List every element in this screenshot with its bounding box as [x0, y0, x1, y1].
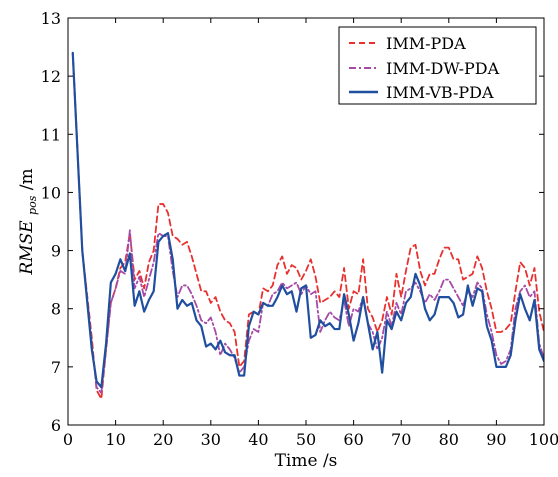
legend-label-imm-vb-pda: IMM-VB-PDA — [386, 83, 494, 102]
y-tick-label: 9 — [51, 242, 61, 261]
legend-label-imm-pda: IMM-PDA — [386, 34, 466, 53]
x-tick-label: 50 — [296, 430, 316, 449]
y-tick-label: 12 — [41, 67, 61, 86]
series-line-imm-vb-pda — [71, 51, 544, 389]
x-tick-label: 30 — [201, 430, 221, 449]
legend: IMM-PDA IMM-DW-PDA IMM-VB-PDA — [338, 26, 537, 105]
x-tick-label: 80 — [439, 430, 459, 449]
x-tick-label: 60 — [343, 430, 363, 449]
y-axis-title-main: RMSE — [17, 220, 37, 276]
x-tick-label: 70 — [391, 430, 411, 449]
y-axis-title-unit: /m — [17, 168, 37, 190]
y-tick-label: 11 — [41, 125, 61, 144]
x-tick-label: 40 — [248, 430, 268, 449]
y-tick-label: 6 — [51, 416, 61, 435]
tick-layer: 0 10 20 30 40 50 60 70 80 90 100 6 7 8 9 10 11 12 13 — [41, 9, 558, 449]
y-axis-title-subscript: pos — [26, 195, 39, 215]
series-line-imm-pda — [71, 51, 544, 400]
x-tick-label: 90 — [486, 430, 506, 449]
y-tick-label: 7 — [51, 358, 61, 377]
x-axis-title: Time /s — [275, 451, 338, 471]
x-tick-label: 100 — [529, 430, 558, 449]
x-tick-label: 10 — [105, 430, 125, 449]
x-tick-label: 20 — [153, 430, 173, 449]
legend-label-imm-dw-pda: IMM-DW-PDA — [386, 59, 500, 78]
series-layer — [71, 51, 544, 400]
x-tick-label: 0 — [63, 430, 73, 449]
y-tick-label: 8 — [51, 300, 61, 319]
y-tick-label: 13 — [41, 9, 61, 28]
y-tick-label: 10 — [41, 183, 61, 202]
y-axis-title: RMSE pos /m — [17, 168, 41, 275]
